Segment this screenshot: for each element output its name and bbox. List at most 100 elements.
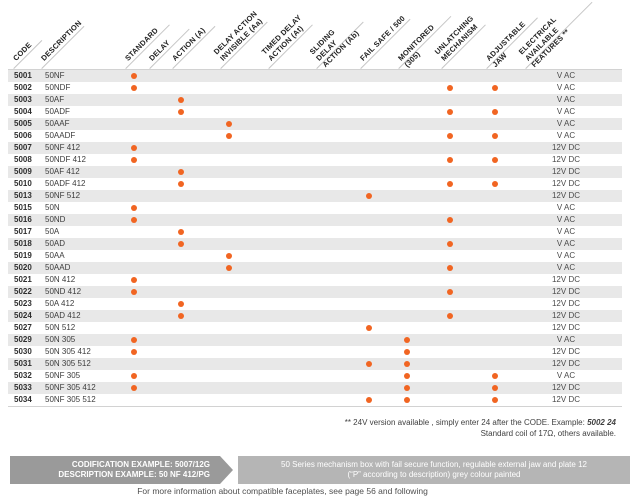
code-cell: 5034 xyxy=(14,395,32,404)
feature-dot-monitored xyxy=(404,373,410,379)
table-row-5021: 5021 50N 412 12V DC xyxy=(8,274,622,286)
feature-dot-standard xyxy=(131,277,137,283)
description-label: DESCRIPTION EXAMPLE: xyxy=(58,470,157,479)
electrical-cell: V AC xyxy=(556,215,576,224)
description-cell: 50NDF xyxy=(45,83,71,92)
feature-dot-action_a xyxy=(178,109,184,115)
electrical-cell: 12V DC xyxy=(551,359,580,368)
table-row-5003: 5003 50AF V AC xyxy=(8,94,622,106)
description-cell: 50NF 305 512 xyxy=(45,395,96,404)
feature-dot-action_a xyxy=(178,301,184,307)
description-cell: 50NF 305 412 xyxy=(45,383,96,392)
code-cell: 5017 xyxy=(14,227,32,236)
description-cell: 50AD 412 xyxy=(45,311,81,320)
electrical-cell: 12V DC xyxy=(551,311,580,320)
description-cell: 50N 412 xyxy=(45,275,76,284)
codification-description: 50 Series mechanism box with fail secure… xyxy=(238,456,630,484)
feature-dot-standard xyxy=(131,157,137,163)
code-cell: 5023 xyxy=(14,299,32,308)
feature-dot-monitored xyxy=(404,397,410,403)
feature-dot-unlatching xyxy=(447,289,453,295)
feature-dot-invisible_aa xyxy=(226,265,232,271)
footnote-text: ** 24V version available , simply enter … xyxy=(344,418,588,427)
electrical-cell: V AC xyxy=(556,263,576,272)
column-header-description: DESCRIPTION xyxy=(34,18,85,69)
feature-dot-standard xyxy=(131,73,137,79)
feature-dot-action_a xyxy=(178,169,184,175)
table-row-5027: 5027 50N 512 12V DC xyxy=(8,322,622,334)
feature-dot-action_a xyxy=(178,229,184,235)
description-cell: 50ND xyxy=(45,215,66,224)
feature-dot-jaw xyxy=(492,157,498,163)
table-row-5034: 5034 50NF 305 512 12V DC xyxy=(8,394,622,406)
description-cell: 50N 512 xyxy=(45,323,76,332)
description-cell: 50AF 412 xyxy=(45,167,80,176)
electrical-cell: V AC xyxy=(556,119,576,128)
table-row-5023: 5023 50A 412 12V DC xyxy=(8,298,622,310)
code-cell: 5019 xyxy=(14,251,32,260)
feature-dot-standard xyxy=(131,373,137,379)
feature-dot-failsafe xyxy=(366,397,372,403)
feature-dot-monitored xyxy=(404,361,410,367)
electrical-cell: V AC xyxy=(556,107,576,116)
codification-label: CODIFICATION EXAMPLE: xyxy=(71,460,173,469)
table-row-5015: 5015 50N V AC xyxy=(8,202,622,214)
feature-dot-standard xyxy=(131,289,137,295)
electrical-cell: 12V DC xyxy=(551,191,580,200)
electrical-cell: V AC xyxy=(556,71,576,80)
table-row-5019: 5019 50AA V AC xyxy=(8,250,622,262)
table-row-5010: 5010 50ADF 412 12V DC xyxy=(8,178,622,190)
codification-description-line-1: 50 Series mechanism box with fail secure… xyxy=(281,460,587,469)
electrical-cell: 12V DC xyxy=(551,323,580,332)
code-cell: 5002 xyxy=(14,83,32,92)
description-cell: 50ND 412 xyxy=(45,287,82,296)
codification-description-line-2: (“P” according to description) grey colo… xyxy=(347,470,521,479)
table-row-5002: 5002 50NDF V AC xyxy=(8,82,622,94)
feature-dot-standard xyxy=(131,205,137,211)
table-row-5013: 5013 50NF 512 12V DC xyxy=(8,190,622,202)
table-row-5020: 5020 50AAD V AC xyxy=(8,262,622,274)
electrical-cell: V AC xyxy=(556,335,576,344)
table-row-5029: 5029 50N 305 V AC xyxy=(8,334,622,346)
description-cell: 50AAF xyxy=(45,119,70,128)
table-row-5006: 5006 50AADF V AC xyxy=(8,130,622,142)
description-cell: 50N 305 xyxy=(45,335,76,344)
code-cell: 5024 xyxy=(14,311,32,320)
feature-dot-jaw xyxy=(492,373,498,379)
code-cell: 5030 xyxy=(14,347,32,356)
description-cell: 50AADF xyxy=(45,131,76,140)
description-cell: 50NF 412 xyxy=(45,143,81,152)
feature-dot-invisible_aa xyxy=(226,121,232,127)
feature-dot-unlatching xyxy=(447,181,453,187)
code-cell: 5006 xyxy=(14,131,32,140)
feature-dot-standard xyxy=(131,145,137,151)
faceplates-note: For more information about compatible fa… xyxy=(137,486,428,496)
electrical-cell: 12V DC xyxy=(551,275,580,284)
electrical-cell: V AC xyxy=(556,203,576,212)
description-cell: 50N xyxy=(45,203,60,212)
table-row-5033: 5033 50NF 305 412 12V DC xyxy=(8,382,622,394)
code-cell: 5021 xyxy=(14,275,32,284)
feature-dot-standard xyxy=(131,349,137,355)
feature-dot-unlatching xyxy=(447,313,453,319)
feature-dot-invisible_aa xyxy=(226,253,232,259)
description-cell: 50A 412 xyxy=(45,299,75,308)
electrical-cell: V AC xyxy=(556,251,576,260)
feature-dot-unlatching xyxy=(447,109,453,115)
feature-dot-action_a xyxy=(178,241,184,247)
feature-dot-invisible_aa xyxy=(226,133,232,139)
electrical-cell: V AC xyxy=(556,83,576,92)
electrical-cell: V AC xyxy=(556,131,576,140)
feature-dot-jaw xyxy=(492,85,498,91)
description-cell: 50AA xyxy=(45,251,65,260)
code-cell: 5033 xyxy=(14,383,32,392)
codification-examples: CODIFICATION EXAMPLE: 5007/12G DESCRIPTI… xyxy=(10,456,220,484)
code-cell: 5005 xyxy=(14,119,32,128)
table-row-5007: 5007 50NF 412 12V DC xyxy=(8,142,622,154)
table-row-5001: 5001 50NF V AC xyxy=(8,70,622,82)
column-header-invisible_aa: DELAY ACTION INVISIBLE (Aa) xyxy=(206,8,268,70)
electrical-cell: 12V DC xyxy=(551,143,580,152)
table-bottom-border xyxy=(8,406,622,407)
code-cell: 5016 xyxy=(14,215,32,224)
